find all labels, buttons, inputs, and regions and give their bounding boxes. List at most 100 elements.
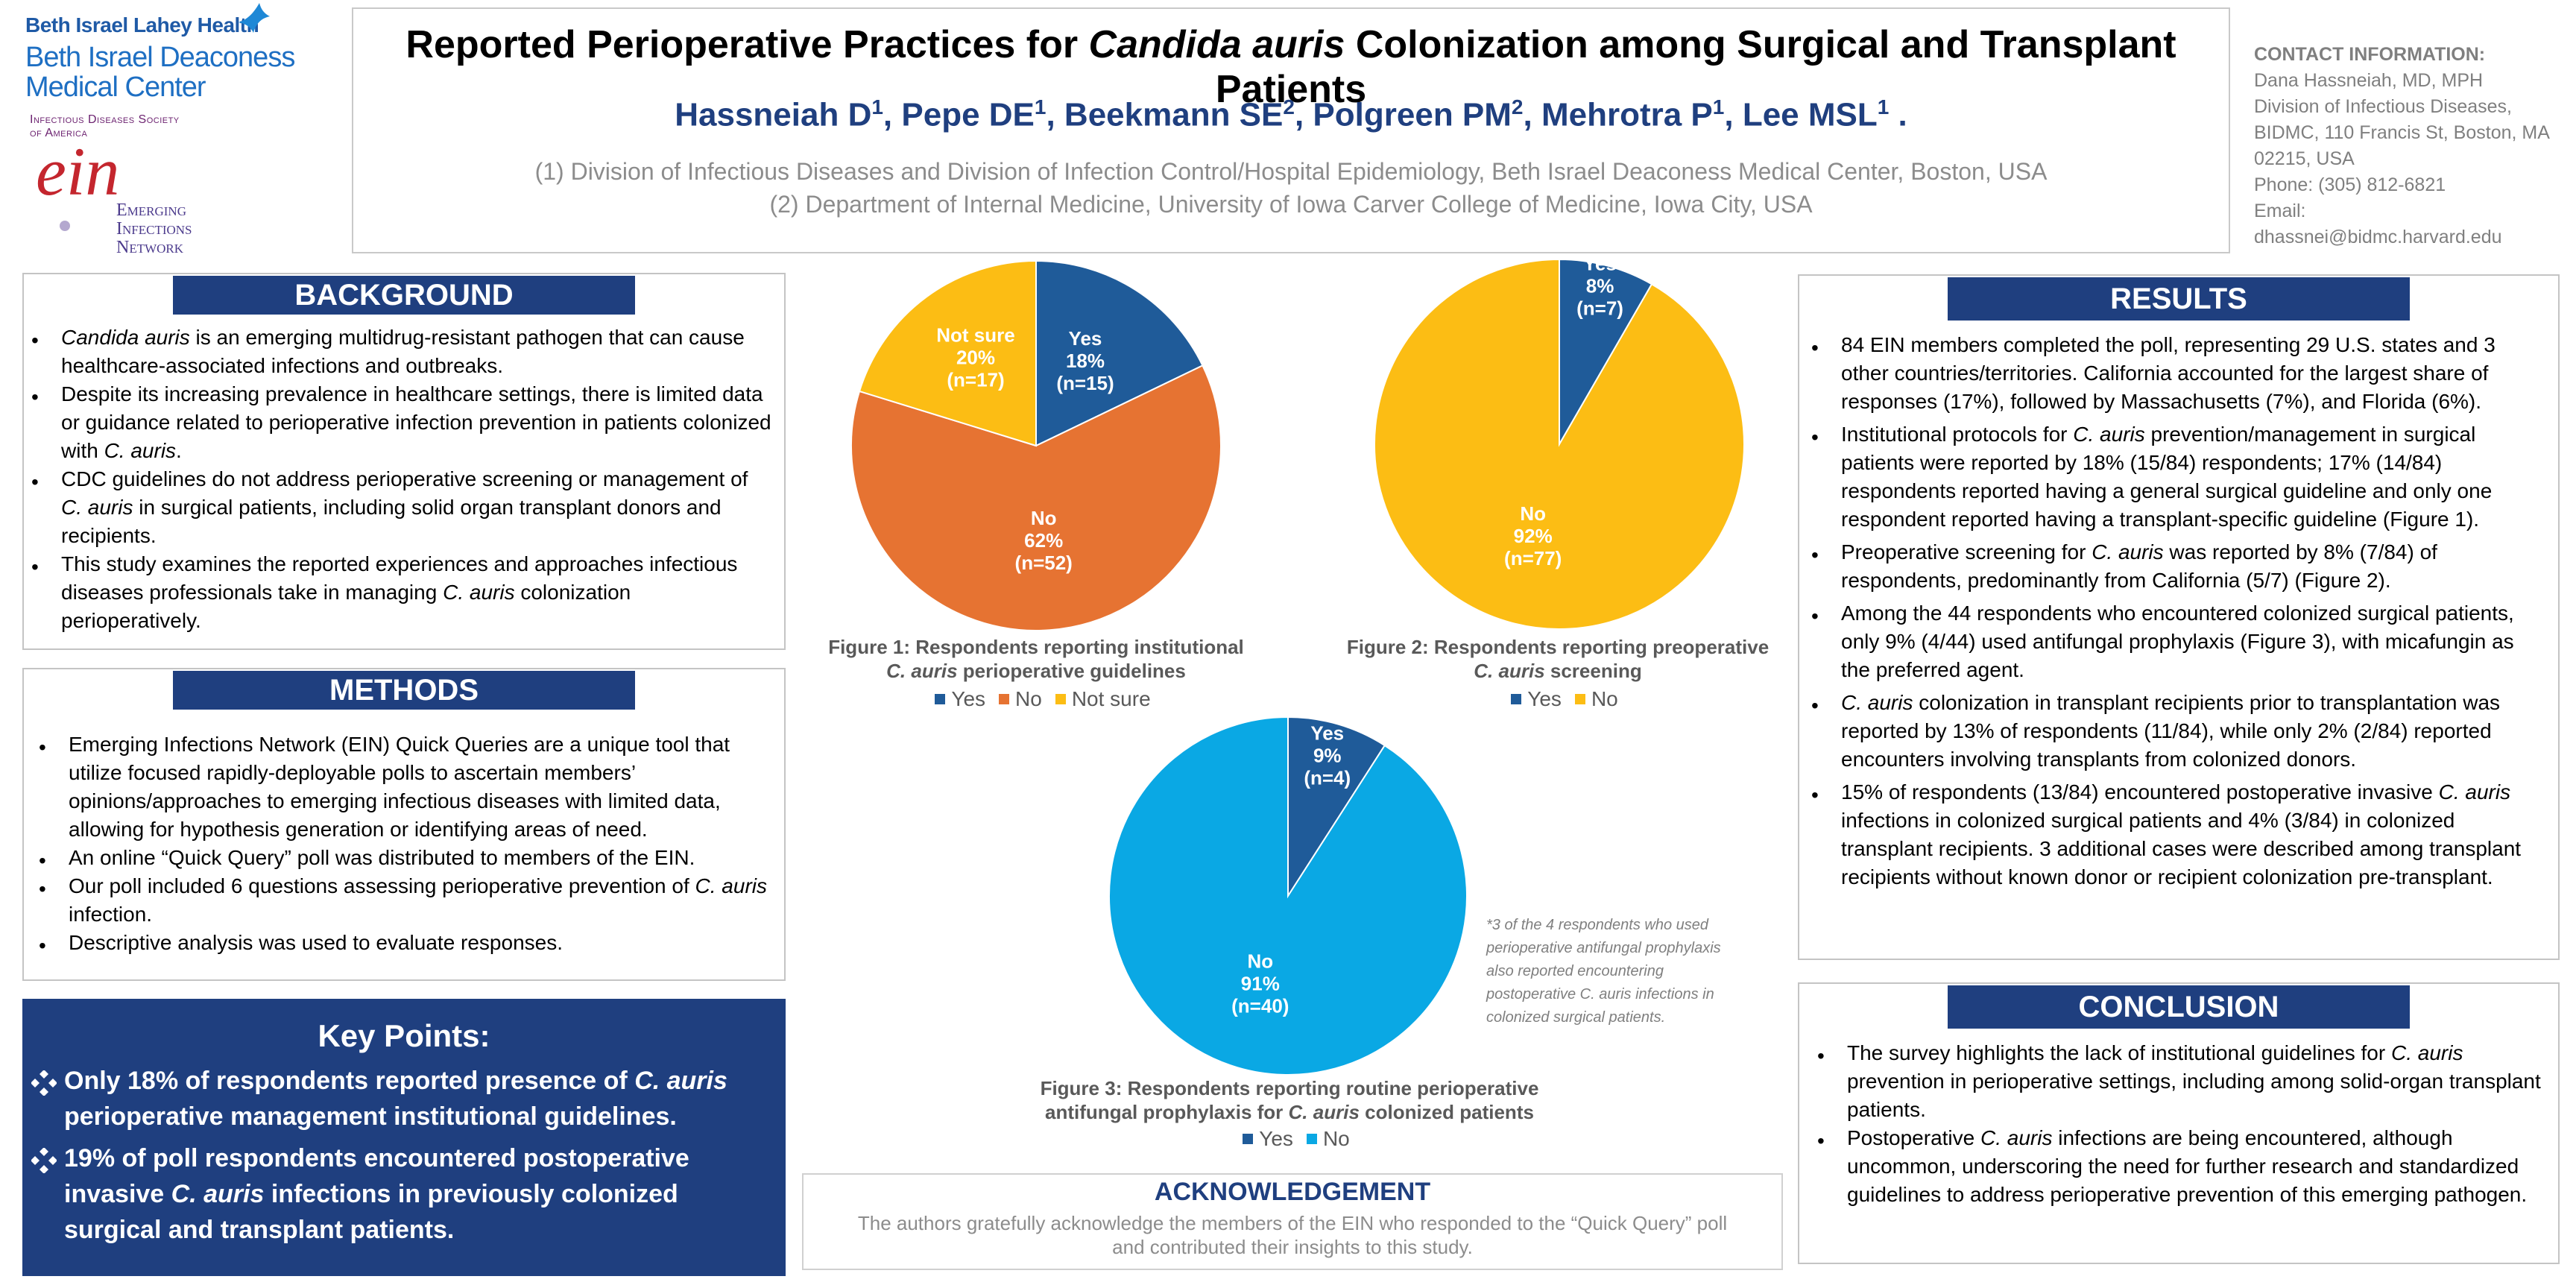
figure-3-caption: Figure 3: Respondents reporting routine … [1014,1076,1565,1124]
background-list: Candida auris is an emerging multidrug-r… [24,323,784,635]
italic-text: C. auris [2073,423,2145,446]
author-affiliation-number: 1 [1034,95,1046,119]
italic-text: C. auris [61,496,133,519]
text-segment: Institutional protocols for [1841,423,2074,446]
ein-logo: ein [36,133,120,209]
author-list: Hassneiah D1, Pepe DE1, Beekmann SE2, Po… [675,95,1907,133]
results-heading: RESULTS [1948,277,2410,321]
figure-3-caption-pre: antifungal prophylaxis for [1045,1101,1289,1123]
bullet-item: An online “Quick Query” poll was distrib… [31,844,774,875]
bird-logo-icon [239,3,270,33]
text-segment: Our poll included 6 questions assessing … [69,874,695,897]
legend-label: Yes [1259,1127,1293,1150]
idsa-logo: Infectious Diseases Society of America [30,113,180,139]
text-segment: Descriptive analysis was used to evaluat… [69,931,564,954]
italic-text: C. auris [2390,1041,2463,1064]
legend-label: Yes [951,687,986,710]
figure-1-caption-italic: C. auris [886,660,958,682]
figure-1-pie-chart: Yes 18% (n=15) No 62% (n=52) Not sure 20% (n=17) [850,259,1222,631]
legend-label: No [1322,1127,1350,1150]
text-segment: Preoperative screening for [1841,540,2092,564]
pie-data-label: No 91% (n=40) [1231,950,1289,1017]
pie-slice-no [850,364,1222,631]
figure-1-caption-line1: Figure 1: Respondents reporting institut… [828,636,1244,658]
conclusion-heading: CONCLUSION [1948,985,2410,1029]
footnote-line: also reported encountering [1486,963,1664,979]
text-segment: in surgical patients, including solid or… [61,496,722,547]
bidmc-logo-line2: Medical Center [25,71,206,103]
figure-3-caption-italic: C. auris [1288,1101,1360,1123]
text-segment: infection. [69,903,153,926]
bullet-item: Preoperative screening for C. auris was … [1804,538,2548,595]
pie-slice-yes [1559,258,1653,447]
diamond-bullet-icon [31,1070,57,1096]
pie-slice-yes [1035,259,1204,447]
legend-swatch [1574,694,1585,704]
bullet-item: Descriptive analysis was used to evaluat… [31,929,774,960]
bullet-item: Institutional protocols for C. auris pre… [1804,420,2548,534]
author-name: Lee MSL [1742,96,1878,133]
legend-swatch [1511,694,1522,704]
title-italic: Candida auris [1088,23,1345,66]
methods-section: METHODS Emerging Infections Network (EIN… [22,668,786,981]
text-segment: was reported by 8% (7/84) of respondents… [1841,540,2437,592]
pie-label-n: (n=17) [947,368,1004,391]
pie-label-percent: 18% [1066,350,1105,372]
author-affiliation-number: 1 [871,95,883,119]
legend-label: Not sure [1071,687,1151,710]
pie-slice-not-sure [858,259,1037,447]
italic-text: C. auris [2092,540,2164,564]
footnote-line: colonized surgical patients. [1486,1009,1666,1026]
pie-label-label: No [1520,502,1546,525]
text-segment: colonization in transplant recipients pr… [1841,691,2501,771]
figure-2-caption-line1: Figure 2: Respondents reporting preopera… [1346,636,1770,658]
bullet-item: Our poll included 6 questions assessing … [31,872,774,929]
figure-3-caption-line1: Figure 3: Respondents reporting routine … [1040,1077,1539,1099]
text-segment: colonization perioperatively. [61,581,631,632]
contact-line: 02215, USA [2254,148,2355,169]
bullet-item: Among the 44 respondents who encountered… [1804,599,2548,684]
footnote-line: *3 of the 4 respondents who used [1486,917,1708,933]
title-post: Colonization among Surgical and Transpla… [1215,23,2176,111]
figure-2-caption-italic: C. auris [1474,660,1545,682]
text-segment: prevention/management in surgical patien… [1841,423,2493,531]
text-segment: prevention in perioperative settings, in… [1847,1070,2541,1121]
ein-dot-icon [60,221,70,231]
italic-text: C. auris [2438,780,2511,804]
results-section: RESULTS 84 EIN members completed the pol… [1798,274,2560,960]
text-segment: CDC guidelines do not address perioperat… [61,467,748,490]
legend-label: No [1015,687,1042,710]
author-name: Beekmann SE [1064,96,1284,133]
bullet-item: 15% of respondents (13/84) encountered p… [1804,778,2548,891]
pie-data-label: Yes 18% (n=15) [1056,327,1114,394]
pie-label-label: Not sure [936,323,1014,346]
pie-label-percent: 92% [1514,525,1553,547]
bullet-item: Postoperative C. auris infections are be… [1810,1124,2548,1209]
text-segment: The survey highlights the lack of instit… [1847,1041,2391,1064]
text-segment: Emerging Infections Network (EIN) Quick … [69,733,730,841]
contact-information: CONTACT INFORMATION: Dana Hassneiah, MD,… [2254,42,2567,250]
author-affiliation-number: 2 [1283,95,1295,119]
text-segment: Despite its increasing prevalence in hea… [61,382,771,462]
author-name: Polgreen PM [1313,96,1512,133]
pie-label-label: Yes [1069,327,1102,350]
footnote-line: perioperative antifungal prophylaxis [1486,940,1721,956]
figure-2-pie-chart: Yes 8% (n=7) No 92% (n=77) [1374,258,1745,630]
author-name: Hassneiah D [675,96,872,133]
pie-label-label: Yes [1310,722,1344,744]
text-segment: infections are being encountered, althou… [1847,1126,2528,1206]
footnote-line: postoperative C. auris infections in [1486,986,1714,1003]
figure-3-caption-line2: antifungal prophylaxis for C. auris colo… [1014,1100,1565,1124]
conclusion-list: The survey highlights the lack of instit… [1799,1039,2558,1209]
pie-label-percent: 91% [1241,973,1280,995]
acknowledgement-line1: The authors gratefully acknowledge the m… [857,1212,1728,1234]
pie-data-label: Yes 9% (n=4) [1304,722,1351,789]
text-segment: 15% of respondents (13/84) encountered p… [1841,780,2439,804]
ein-logo-text: Emerging Infections Network [116,201,192,258]
pie-label-label: No [1031,507,1057,529]
bidmc-logo-line1: Beth Israel Deaconess [25,42,295,73]
text-segment: is an emerging multidrug-resistant patho… [61,326,745,377]
pie-slice-yes [1287,716,1386,899]
key-points-heading: Key Points: [318,1018,490,1053]
idsa-line1: Infectious Diseases Society [30,113,180,126]
